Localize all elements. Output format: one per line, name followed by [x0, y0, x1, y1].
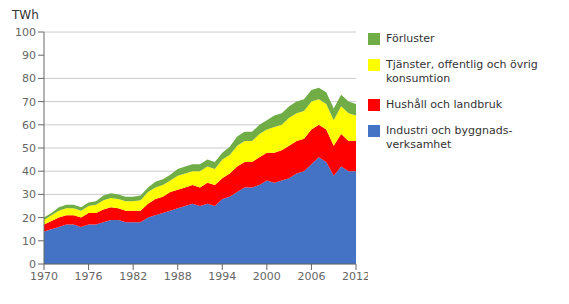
- html-text:Hushåll och landbruk: Hushåll och landbruk: [386, 98, 503, 111]
- svg-text:2012: 2012: [342, 270, 368, 283]
- svg-text:1970: 1970: [30, 270, 58, 283]
- svg-text:80: 80: [22, 72, 36, 85]
- svg-text:10: 10: [22, 235, 36, 248]
- svg-text:100: 100: [15, 26, 36, 39]
- html-text:Industri och byggnads- verksam: Industri och byggnads- verksamhet: [386, 124, 513, 151]
- svg-text:1982: 1982: [119, 270, 147, 283]
- svg-text:2000: 2000: [253, 270, 281, 283]
- svg-text:1988: 1988: [164, 270, 192, 283]
- svg-text:20: 20: [22, 212, 36, 225]
- html-text:Tjänster, offentlig och övrig: Tjänster, offentlig och övrig konsumtion: [386, 58, 538, 85]
- svg-text:70: 70: [22, 96, 36, 109]
- svg-text:50: 50: [22, 142, 36, 155]
- svg-text:0: 0: [29, 258, 36, 271]
- html-text:TWh: TWh: [12, 8, 39, 22]
- svg-text:30: 30: [22, 188, 36, 201]
- html-text:Förluster: Förluster: [386, 32, 435, 45]
- svg-text:1994: 1994: [208, 270, 236, 283]
- svg-text:40: 40: [22, 165, 36, 178]
- svg-text:90: 90: [22, 49, 36, 62]
- svg-text:60: 60: [22, 119, 36, 132]
- svg-text:2006: 2006: [297, 270, 325, 283]
- svg-text:1976: 1976: [75, 270, 103, 283]
